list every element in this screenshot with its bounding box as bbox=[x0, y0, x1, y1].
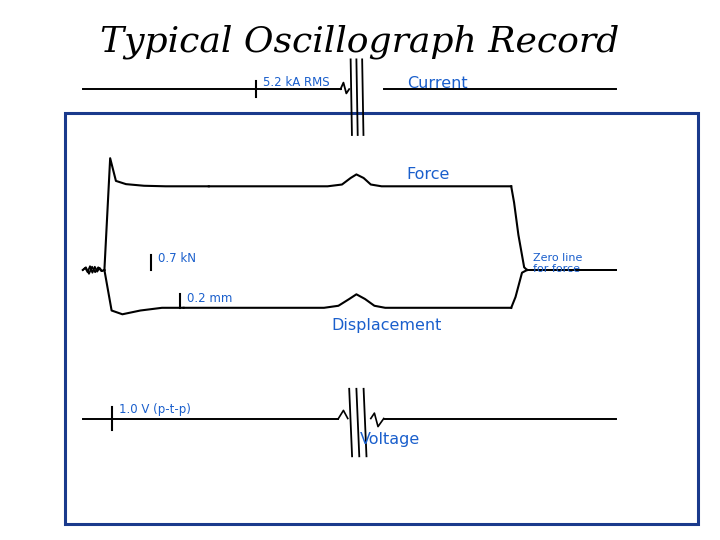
Text: 0.7 kN: 0.7 kN bbox=[158, 252, 197, 265]
Text: Force: Force bbox=[407, 167, 450, 182]
Text: 0.2 mm: 0.2 mm bbox=[187, 292, 233, 305]
Text: 1.0 V (p-t-p): 1.0 V (p-t-p) bbox=[119, 403, 191, 416]
Text: 5.2 kA RMS: 5.2 kA RMS bbox=[263, 76, 330, 89]
Text: Displacement: Displacement bbox=[331, 318, 441, 333]
Text: Voltage: Voltage bbox=[360, 431, 420, 447]
Text: Typical Oscillograph Record: Typical Oscillograph Record bbox=[100, 24, 620, 59]
Text: Zero line
for force: Zero line for force bbox=[533, 253, 582, 274]
Text: Current: Current bbox=[407, 76, 467, 91]
